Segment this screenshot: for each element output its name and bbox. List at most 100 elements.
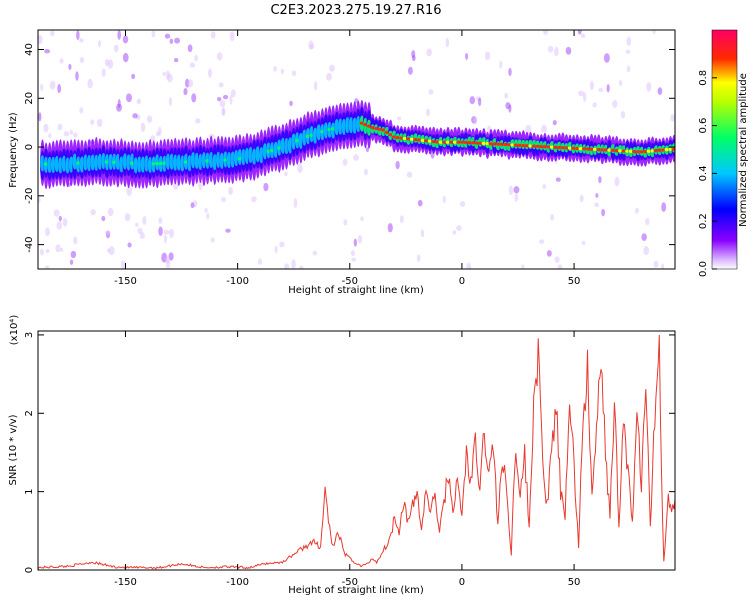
spectrogram-ridge-core	[413, 137, 418, 142]
spectrogram-noise-speckle	[412, 55, 416, 62]
spectrogram-noise-speckle	[225, 228, 231, 233]
spectrogram-noise-speckle	[541, 124, 547, 133]
spectrogram-ridge-core	[592, 147, 598, 152]
spectrogram-noise-speckle	[598, 176, 602, 184]
spectrogram-ridge-core	[377, 127, 383, 131]
colorbar-label: Normalized spectral amplitude	[738, 73, 749, 227]
spectrogram-ridge-core	[223, 158, 228, 162]
spectrogram-ridge-blob	[61, 155, 67, 172]
spectrogram-ridge-core	[374, 126, 379, 131]
spectrogram-noise-speckle	[146, 115, 153, 124]
spectrogram-noise-speckle	[351, 257, 357, 262]
spectrogram-ridge-blob	[194, 152, 200, 169]
spectrogram-noise-speckle	[426, 108, 430, 117]
spectrogram-ridge-blob	[219, 152, 225, 169]
spectrogram-noise-speckle	[280, 68, 285, 75]
spectrogram-ridge-core	[442, 140, 447, 144]
spectrogram-ridge-blob	[54, 155, 60, 172]
snr-x-tick-label: -150	[114, 577, 137, 588]
spectrogram-noise-speckle	[122, 52, 129, 63]
spectrogram-noise-speckle	[158, 217, 163, 225]
spectrogram-ridge-blob	[273, 141, 279, 158]
spectrogram-ridge-blob	[201, 152, 207, 169]
spectrogram-ridge-core	[420, 138, 426, 142]
spectrogram-ridge-blob	[215, 151, 221, 168]
spectrogram-ridge-blob	[86, 154, 92, 172]
spectrogram-ridge-core	[406, 137, 411, 141]
spectrogram-ridge-core	[295, 139, 300, 143]
spectrogram-noise-speckle	[63, 131, 70, 137]
spectrogram-noise-speckle	[113, 44, 119, 53]
spectrogram-ridge-core	[589, 147, 594, 151]
spectrogram-ridge-core	[653, 148, 659, 153]
spectrogram-noise-speckle	[39, 248, 44, 256]
colorbar-ticks: 0.0 0.2 0.4 0.6 0.8	[698, 70, 717, 277]
spectrogram-noise-speckle	[416, 254, 421, 262]
spectrogram-noise-speckle	[626, 36, 632, 46]
spectrogram-noise-speckle	[352, 154, 359, 161]
snr-x-tick-label: 50	[568, 577, 581, 588]
spectrogram-ridge-core	[424, 139, 429, 143]
spectrogram-noise-speckle	[210, 237, 215, 243]
spectrogram-noise-speckle	[190, 202, 195, 209]
spectrogram-ridge-core	[237, 157, 243, 161]
spectrogram-noise-speckle	[195, 118, 201, 124]
spectrogram-ridge-core	[456, 140, 461, 144]
spectrogram-ridge-blob	[190, 152, 196, 169]
spectrogram-noise-speckle	[229, 95, 233, 105]
spectrogram-ridge-core	[470, 141, 476, 145]
spectrogram-noise-speckle	[132, 113, 138, 119]
spectrogram-ridge-core	[650, 149, 655, 153]
spectrogram-noise-speckle	[56, 221, 63, 230]
spectrogram-noise-speckle	[44, 48, 51, 54]
spectrogram-frame	[37, 29, 676, 270]
snr-y-axis-label: SNR (10 * v/v)	[8, 414, 19, 485]
spectrogram-noise-speckle	[589, 80, 594, 91]
spectrogram-noise-speckle	[45, 248, 50, 254]
spectrogram-noise-speckle	[49, 80, 56, 90]
spectrogram-noise-speckle	[162, 71, 166, 76]
spectrogram-noise-speckle	[343, 219, 348, 226]
spectrogram-ridge-core	[463, 140, 469, 145]
spectrogram-ridge-blob	[291, 133, 297, 150]
snr-x-ticks: -150 -100 -50 0 50	[114, 331, 580, 588]
spectrogram-noise-speckle	[169, 228, 175, 239]
spectrogram-noise-speckle	[397, 116, 402, 121]
spectrogram-ridge-core	[557, 145, 562, 150]
spectrogram-ridge-blob	[83, 154, 88, 171]
spectrogram-ridge-blob	[72, 153, 78, 170]
spectrogram-noise-speckle	[122, 35, 129, 44]
spectrogram-ridge-core	[521, 143, 526, 148]
spectrogram-noise-speckle	[274, 245, 278, 254]
spectrogram-ridge-core	[661, 148, 666, 152]
spectrogram-ridge-core	[632, 149, 637, 154]
spectrogram-ridge-blob	[337, 118, 343, 135]
colorbar-tick-label: 0.2	[698, 213, 709, 229]
spectrogram-noise-speckle	[79, 107, 84, 114]
spectrogram-noise-speckle	[173, 58, 179, 63]
spectrogram-ridge-core	[460, 140, 465, 144]
spectrogram-ridge-core	[585, 147, 591, 151]
spectrogram-ridge-core	[481, 141, 487, 145]
spectrogram-ridge-core	[431, 139, 436, 144]
spectrogram-ridge-core	[610, 148, 616, 153]
spectrogram-noise-speckle	[220, 197, 227, 202]
snr-x-axis-label: Height of straight line (km)	[288, 585, 424, 596]
spectrogram-ridge-core	[435, 140, 440, 144]
spectrogram-noise-speckle	[289, 100, 293, 107]
spectrogram-ridge-core	[478, 141, 483, 145]
spectrogram-ridge-core	[155, 162, 160, 166]
spectrogram-noise-speckle	[183, 87, 188, 96]
spectrogram-noise-speckle	[557, 264, 563, 269]
spectrogram-noise-speckle	[208, 133, 215, 139]
spectrogram-noise-speckle	[107, 207, 114, 217]
spectrogram-ridge-core	[266, 149, 271, 154]
spectrogram-ridge-blob	[255, 146, 261, 163]
spectrogram-noise-speckle	[508, 185, 514, 196]
spectrogram-ridge-core	[517, 143, 522, 147]
spectrogram-x-ticks: -150 -100 -50 0 50	[114, 30, 580, 287]
spectrogram-ridge-core	[657, 148, 662, 152]
spectrogram-ridge-core	[560, 146, 566, 150]
spectrogram-noise-speckle	[158, 226, 163, 237]
spectrogram-ridge-blob	[140, 156, 146, 173]
